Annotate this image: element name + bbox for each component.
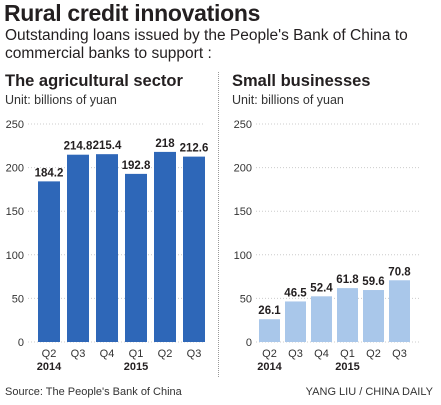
agri-value-label: 215.4	[93, 140, 122, 152]
panel-divider	[218, 72, 219, 377]
agri-ytick-label: 200	[6, 163, 24, 175]
small-ytick-label: 250	[234, 119, 252, 131]
small-year-label: 2015	[335, 361, 359, 373]
small-ytick-label: 0	[246, 337, 252, 349]
small-bar-6	[389, 280, 410, 342]
agri-xtick-label: Q3	[187, 348, 202, 360]
small-ytick-label: 100	[234, 250, 252, 262]
small-year-label: 2014	[257, 361, 282, 373]
small-business-unit-label: Unit: billions of yuan	[232, 93, 344, 107]
small-value-label: 61.8	[336, 274, 359, 286]
agri-bar-4	[125, 173, 147, 342]
small-xtick-label: Q4	[314, 348, 329, 360]
small-value-label: 59.6	[362, 276, 384, 288]
chart-subtitle: Outstanding loans issued by the People's…	[5, 27, 408, 62]
agri-year-label: 2014	[37, 361, 62, 373]
small-bar-2	[285, 301, 306, 342]
small-value-label: 52.4	[310, 282, 333, 294]
agri-bar-3	[96, 154, 118, 342]
agri-value-label: 212.6	[180, 143, 209, 155]
agri-year-label: 2015	[124, 361, 148, 373]
agri-bar-1	[38, 181, 60, 342]
agri-value-label: 192.8	[122, 160, 151, 172]
agri-ytick-label: 50	[12, 293, 24, 305]
credit-note: YANG LIU / CHINA DAILY	[305, 386, 433, 398]
agri-xtick-label: Q1	[129, 348, 144, 360]
agri-value-label: 214.8	[64, 141, 93, 153]
agri-xtick-label: Q3	[71, 348, 86, 360]
small-value-label: 26.1	[258, 305, 281, 317]
small-ytick-label: 150	[234, 206, 252, 218]
agri-bar-2	[67, 154, 89, 342]
small-value-label: 70.8	[388, 266, 411, 278]
source-note: Source: The People's Bank of China	[5, 386, 182, 398]
agri-ytick-label: 250	[6, 119, 24, 131]
agri-value-label: 218	[155, 138, 175, 150]
small-bar-4	[337, 288, 358, 342]
agri-xtick-label: Q4	[100, 348, 115, 360]
small-bar-1	[259, 319, 280, 342]
agri-ytick-label: 100	[6, 250, 24, 262]
agri-value-label: 184.2	[35, 167, 64, 179]
agri-bar-5	[154, 151, 176, 342]
small-value-label: 46.5	[284, 287, 307, 299]
small-bar-5	[363, 290, 384, 342]
small-business-panel-title: Small businesses	[232, 72, 371, 90]
agri-ytick-label: 150	[6, 206, 24, 218]
agri-unit-label: Unit: billions of yuan	[5, 93, 117, 107]
small-ytick-label: 50	[240, 293, 252, 305]
small-xtick-label: Q3	[392, 348, 407, 360]
agri-xtick-label: Q2	[158, 348, 173, 360]
small-xtick-label: Q2	[366, 348, 381, 360]
small-xtick-label: Q1	[340, 348, 355, 360]
agri-xtick-label: Q2	[42, 348, 57, 360]
small-xtick-label: Q3	[288, 348, 303, 360]
agri-panel-title: The agricultural sector	[5, 72, 183, 90]
small-bar-3	[311, 296, 332, 342]
small-xtick-label: Q2	[262, 348, 277, 360]
chart-title: Rural credit innovations	[4, 0, 261, 26]
agri-ytick-label: 0	[18, 337, 24, 349]
agri-bar-6	[183, 156, 205, 342]
small-ytick-label: 200	[234, 163, 252, 175]
